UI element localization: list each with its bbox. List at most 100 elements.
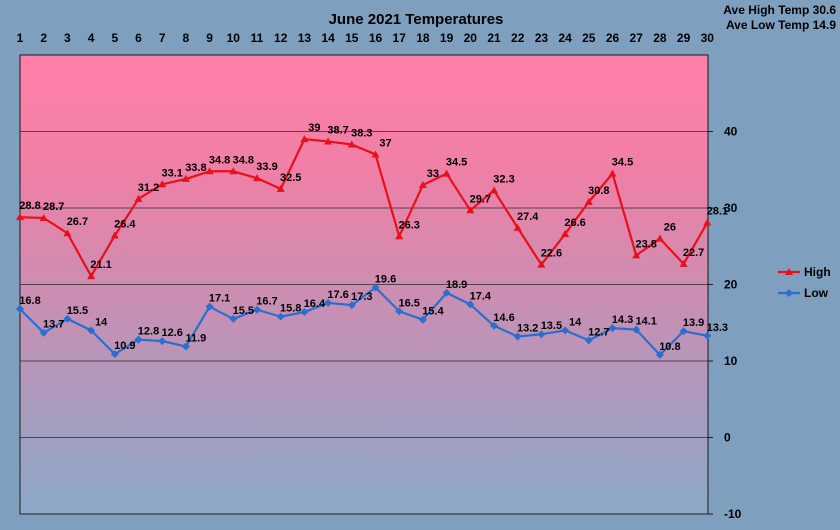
low-data-point	[158, 337, 167, 346]
high-data-point	[229, 167, 238, 175]
low-data-label: 14	[95, 316, 108, 328]
low-data-point	[679, 327, 688, 336]
x-tick-label: 25	[582, 31, 596, 45]
high-data-point	[110, 231, 119, 239]
high-data-point	[134, 194, 143, 202]
high-data-point	[181, 174, 190, 182]
x-tick-label: 17	[393, 31, 407, 45]
x-tick-label: 24	[558, 31, 572, 45]
x-tick-label: 15	[345, 31, 359, 45]
low-legend-marker	[785, 289, 793, 297]
x-tick-label: 23	[535, 31, 549, 45]
high-data-point	[300, 135, 309, 143]
low-data-point	[371, 283, 380, 292]
low-data-label: 12.8	[138, 326, 159, 338]
low-data-point	[63, 314, 72, 323]
series-layer	[16, 135, 712, 359]
low-data-point	[253, 305, 261, 314]
high-data-label: 33.9	[256, 161, 277, 173]
x-tick-label: 22	[511, 31, 525, 45]
y-tick-label: 20	[724, 278, 738, 292]
high-data-label: 38.7	[327, 124, 348, 136]
high-data-label: 33.8	[185, 162, 206, 174]
low-data-label: 16.5	[398, 297, 419, 309]
low-data-label: 15.5	[233, 305, 254, 317]
high-data-point	[537, 260, 546, 268]
low-series-line	[19, 286, 708, 356]
high-data-point	[418, 181, 427, 189]
high-data-label: 38.3	[351, 128, 372, 140]
low-data-label: 13.7	[43, 319, 64, 331]
y-tick-label: 10	[724, 354, 738, 368]
high-data-label: 26.3	[398, 219, 419, 231]
high-data-label: 33	[427, 168, 439, 180]
high-data-point	[347, 140, 356, 148]
high-data-point	[655, 234, 664, 242]
x-tick-label: 10	[227, 31, 241, 45]
high-data-point	[205, 167, 214, 175]
high-data-label: 29.7	[470, 193, 491, 205]
x-tick-label: 12	[274, 31, 288, 45]
low-data-point	[134, 335, 143, 344]
x-tick-label: 16	[369, 31, 383, 45]
x-tick-label: 13	[298, 31, 312, 45]
high-data-label: 39	[308, 122, 320, 134]
high-data-point	[276, 184, 285, 192]
x-tick-label: 4	[88, 31, 95, 45]
high-data-label: 22.6	[541, 248, 562, 260]
high-data-label: 34.8	[209, 154, 230, 166]
y-tick-label: 30	[724, 201, 738, 215]
high-data-point	[513, 223, 522, 231]
low-data-point	[110, 350, 119, 359]
low-data-label: 11.9	[185, 332, 206, 344]
high-data-label: 28.8	[19, 200, 40, 212]
y-tick-label: 0	[724, 431, 731, 445]
low-data-label: 14	[569, 316, 582, 328]
low-data-point	[39, 328, 48, 337]
x-tick-label: 8	[183, 31, 190, 45]
high-data-label: 28.1	[707, 206, 728, 218]
high-data-point	[442, 169, 451, 177]
y-tick-label: -10	[724, 507, 742, 521]
y-axis-ticks: -10 0 10 20 30 40	[708, 125, 742, 521]
low-data-label: 15.8	[280, 303, 301, 315]
high-data-label: 32.3	[493, 173, 514, 185]
low-data-label: 18.9	[446, 279, 467, 291]
low-data-label: 15.4	[422, 306, 444, 318]
low-data-point	[347, 301, 356, 310]
high-data-label: 22.7	[683, 247, 704, 259]
low-data-label: 16.4	[304, 298, 326, 310]
x-tick-label: 30	[701, 31, 715, 45]
high-series-line	[19, 138, 709, 278]
x-tick-label: 1	[17, 31, 24, 45]
low-data-point	[584, 336, 593, 345]
x-tick-label: 20	[464, 31, 478, 45]
x-tick-label: 11	[251, 31, 264, 45]
low-data-label: 15.5	[67, 305, 88, 317]
low-data-point	[418, 315, 427, 324]
ave-low-annotation: Ave Low Temp 14.9	[726, 18, 836, 32]
legend: High Low	[778, 265, 831, 300]
low-data-label: 13.3	[707, 322, 728, 334]
low-data-point	[537, 330, 546, 339]
low-data-point	[608, 324, 617, 333]
high-data-label: 26	[664, 222, 676, 234]
x-tick-label: 7	[159, 31, 166, 45]
x-tick-label: 14	[321, 31, 335, 45]
high-data-point	[490, 186, 498, 194]
low-data-point	[395, 307, 404, 316]
high-data-point	[16, 213, 24, 221]
high-legend-label: High	[804, 265, 831, 279]
high-data-point	[466, 206, 475, 214]
high-data-label: 23.8	[635, 238, 656, 250]
low-data-label: 14.1	[635, 316, 656, 328]
x-tick-label: 5	[111, 31, 118, 45]
low-data-point	[632, 325, 641, 334]
x-tick-label: 2	[40, 31, 47, 45]
low-data-label: 19.6	[375, 274, 396, 286]
low-data-label: 14.6	[493, 312, 514, 324]
high-data-label: 37	[379, 137, 391, 149]
low-data-label: 10.9	[114, 340, 135, 352]
x-tick-label: 6	[135, 31, 142, 45]
